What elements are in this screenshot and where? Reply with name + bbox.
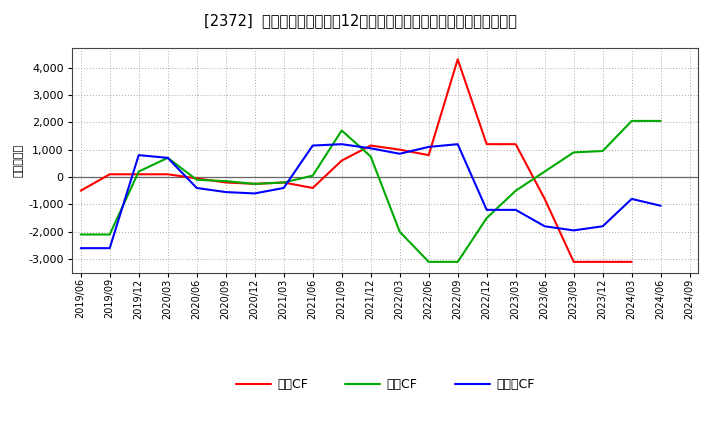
- 投資CF: [308, 173, 317, 178]
- Legend: 営業CF, 投資CF, フリーCF: 営業CF, 投資CF, フリーCF: [231, 373, 539, 396]
- 営業CF: [366, 143, 375, 148]
- Y-axis label: （百万円）: （百万円）: [14, 144, 24, 177]
- フリーCF: [163, 155, 172, 161]
- 営業CF: [308, 185, 317, 191]
- 営業CF: [135, 172, 143, 177]
- 営業CF: [541, 196, 549, 202]
- 営業CF: [454, 57, 462, 62]
- フリーCF: [570, 228, 578, 233]
- 営業CF: [163, 172, 172, 177]
- 営業CF: [192, 176, 201, 181]
- 営業CF: [627, 259, 636, 264]
- 投資CF: [338, 128, 346, 133]
- 営業CF: [511, 142, 520, 147]
- 投資CF: [511, 188, 520, 193]
- 営業CF: [570, 259, 578, 264]
- 営業CF: [395, 147, 404, 152]
- フリーCF: [308, 143, 317, 148]
- フリーCF: [424, 144, 433, 150]
- 投資CF: [105, 232, 114, 237]
- 営業CF: [76, 188, 85, 193]
- 投資CF: [251, 181, 259, 187]
- 投資CF: [395, 229, 404, 235]
- Line: 営業CF: 営業CF: [81, 59, 631, 262]
- フリーCF: [251, 191, 259, 196]
- 営業CF: [105, 172, 114, 177]
- 投資CF: [424, 259, 433, 264]
- 投資CF: [657, 118, 665, 124]
- 投資CF: [192, 177, 201, 183]
- フリーCF: [541, 224, 549, 229]
- フリーCF: [105, 246, 114, 251]
- 営業CF: [338, 158, 346, 163]
- 営業CF: [251, 181, 259, 187]
- フリーCF: [395, 151, 404, 156]
- Line: 投資CF: 投資CF: [81, 121, 661, 262]
- フリーCF: [511, 207, 520, 213]
- 投資CF: [76, 232, 85, 237]
- 投資CF: [163, 155, 172, 161]
- 営業CF: [598, 259, 607, 264]
- 投資CF: [541, 169, 549, 174]
- フリーCF: [192, 185, 201, 191]
- 投資CF: [627, 118, 636, 124]
- 投資CF: [454, 259, 462, 264]
- 営業CF: [482, 142, 491, 147]
- 営業CF: [279, 180, 288, 185]
- 投資CF: [221, 179, 230, 184]
- フリーCF: [135, 153, 143, 158]
- 投資CF: [570, 150, 578, 155]
- フリーCF: [221, 190, 230, 195]
- フリーCF: [279, 185, 288, 191]
- 投資CF: [279, 180, 288, 185]
- 投資CF: [598, 148, 607, 154]
- 投資CF: [135, 169, 143, 174]
- 営業CF: [424, 153, 433, 158]
- 投資CF: [482, 216, 491, 221]
- フリーCF: [657, 203, 665, 209]
- 投資CF: [366, 154, 375, 159]
- フリーCF: [627, 196, 636, 202]
- フリーCF: [482, 207, 491, 213]
- フリーCF: [76, 246, 85, 251]
- 営業CF: [221, 180, 230, 185]
- フリーCF: [366, 146, 375, 151]
- フリーCF: [338, 142, 346, 147]
- Text: [2372]  キャッシュフローの12か月移動合計の対前年同期増減額の推移: [2372] キャッシュフローの12か月移動合計の対前年同期増減額の推移: [204, 13, 516, 28]
- Line: フリーCF: フリーCF: [81, 144, 661, 248]
- フリーCF: [598, 224, 607, 229]
- フリーCF: [454, 142, 462, 147]
